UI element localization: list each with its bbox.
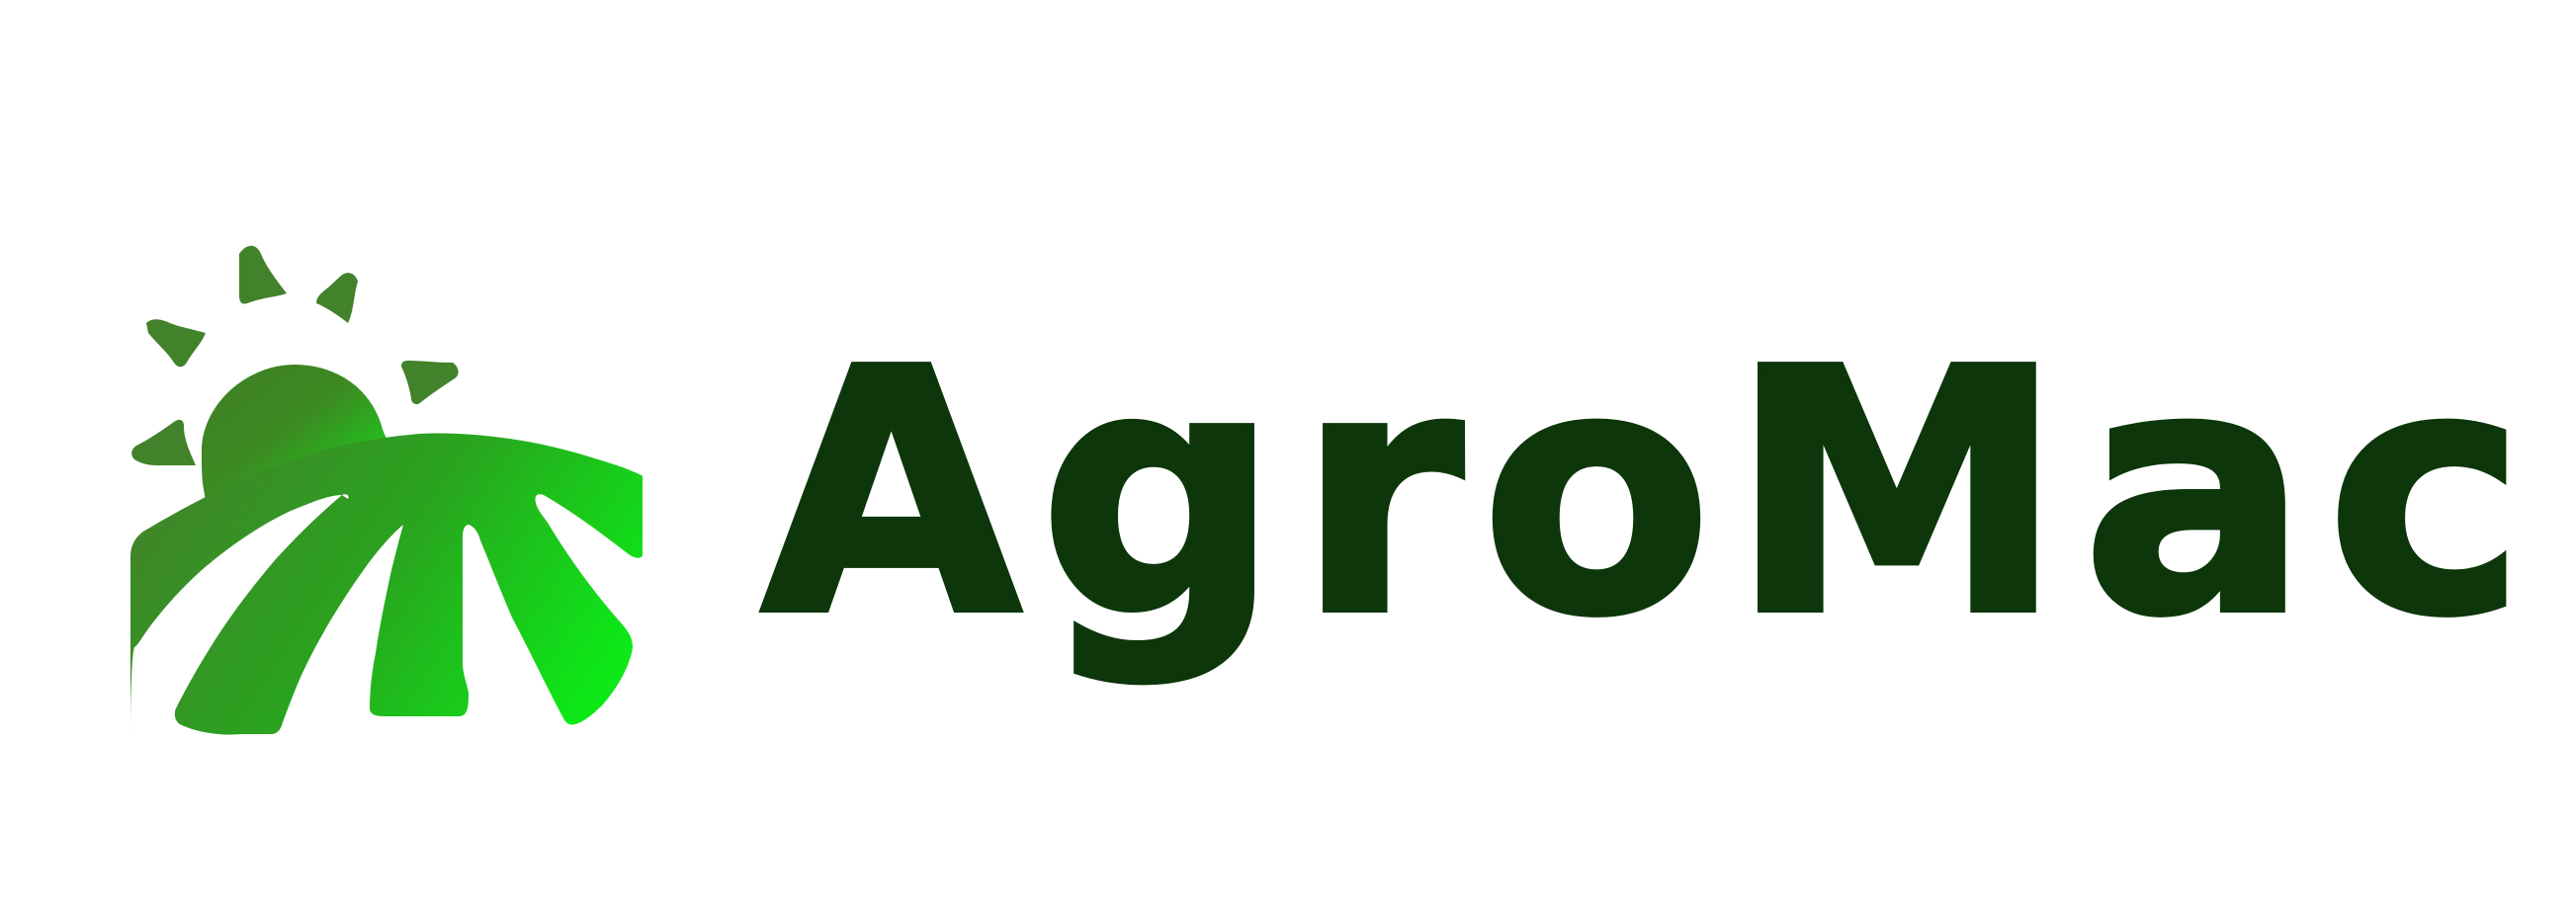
brand-wordmark: AgroMac [758, 296, 2544, 692]
brand-name: AgroMac [758, 298, 2544, 690]
sun-ray [401, 361, 459, 405]
sun-over-field-icon [130, 245, 643, 736]
furrow [342, 494, 349, 499]
sun-ray [131, 419, 196, 465]
sun-ray [146, 319, 206, 368]
sun [202, 365, 392, 511]
field [130, 433, 643, 736]
sun-ray [239, 245, 287, 304]
sun-ray [316, 273, 358, 323]
